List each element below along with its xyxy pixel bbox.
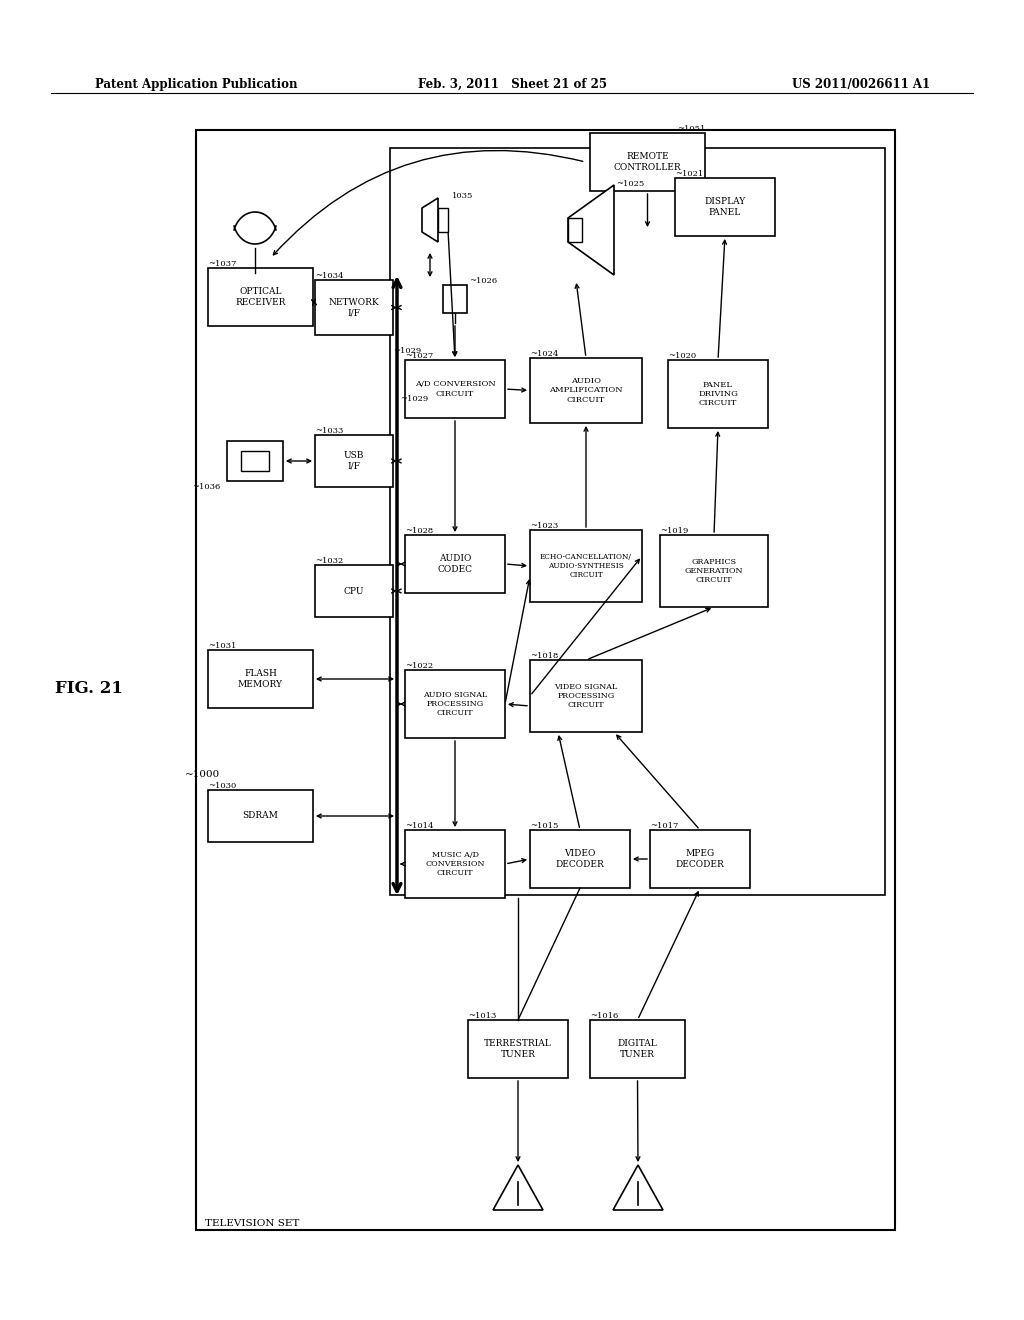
Bar <box>530 830 630 888</box>
Text: TERRESTRIAL
TUNER: TERRESTRIAL TUNER <box>484 1039 552 1059</box>
Text: MPEG
DECODER: MPEG DECODER <box>676 849 724 869</box>
Bar <box>241 451 269 471</box>
Bar <box>438 209 449 232</box>
Text: ~1000: ~1000 <box>185 770 220 779</box>
Text: ~1017: ~1017 <box>650 822 678 830</box>
Bar <box>530 660 642 733</box>
Polygon shape <box>568 185 614 275</box>
Text: ~1015: ~1015 <box>530 822 558 830</box>
Text: AUDIO SIGNAL
PROCESSING
CIRCUIT: AUDIO SIGNAL PROCESSING CIRCUIT <box>423 690 487 717</box>
Bar <box>568 218 582 242</box>
Text: ~1032: ~1032 <box>315 557 343 565</box>
Bar <box>590 1020 685 1078</box>
Text: US 2011/0026611 A1: US 2011/0026611 A1 <box>792 78 930 91</box>
Text: ~1025: ~1025 <box>616 180 644 187</box>
Bar <box>530 358 642 422</box>
Bar <box>660 535 768 607</box>
Text: ~1033: ~1033 <box>315 426 343 436</box>
Text: AUDIO
CODEC: AUDIO CODEC <box>437 554 472 574</box>
Text: ~1021: ~1021 <box>675 170 703 178</box>
Polygon shape <box>493 1166 543 1210</box>
Text: Patent Application Publication: Patent Application Publication <box>95 78 298 91</box>
Bar <box>315 280 393 335</box>
Text: SDRAM: SDRAM <box>243 812 279 821</box>
Text: ~1031: ~1031 <box>208 642 237 649</box>
Bar <box>530 531 642 602</box>
Text: ~1024: ~1024 <box>530 350 558 358</box>
Text: ~1023: ~1023 <box>530 521 558 531</box>
Text: FLASH
MEMORY: FLASH MEMORY <box>238 669 283 689</box>
Bar <box>406 360 505 418</box>
Bar <box>443 285 467 313</box>
Bar <box>650 830 750 888</box>
Text: CPU: CPU <box>344 586 365 595</box>
Polygon shape <box>613 1166 663 1210</box>
Text: OPTICAL
RECEIVER: OPTICAL RECEIVER <box>236 288 286 306</box>
Bar <box>315 436 393 487</box>
Text: NETWORK
I/F: NETWORK I/F <box>329 298 379 317</box>
Text: ~1029: ~1029 <box>400 395 428 403</box>
Text: ~1019: ~1019 <box>660 527 688 535</box>
Text: FIG. 21: FIG. 21 <box>55 680 123 697</box>
Text: PANEL
DRIVING
CIRCUIT: PANEL DRIVING CIRCUIT <box>698 380 738 407</box>
Bar <box>406 830 505 898</box>
Text: TELEVISION SET: TELEVISION SET <box>205 1218 299 1228</box>
Text: DIGITAL
TUNER: DIGITAL TUNER <box>617 1039 657 1059</box>
Bar <box>590 133 705 191</box>
Bar <box>668 360 768 428</box>
Text: GRAPHICS
GENERATION
CIRCUIT: GRAPHICS GENERATION CIRCUIT <box>685 558 743 585</box>
Polygon shape <box>422 198 438 242</box>
Text: ~1013: ~1013 <box>468 1012 497 1020</box>
Bar <box>208 649 313 708</box>
Bar <box>315 565 393 616</box>
Text: ~1022: ~1022 <box>406 663 433 671</box>
Text: ~1029: ~1029 <box>393 347 421 355</box>
Text: Feb. 3, 2011   Sheet 21 of 25: Feb. 3, 2011 Sheet 21 of 25 <box>418 78 606 91</box>
Bar <box>390 148 885 895</box>
Text: VIDEO
DECODER: VIDEO DECODER <box>556 849 604 869</box>
Text: ~1027: ~1027 <box>406 352 433 360</box>
Text: MUSIC A/D
CONVERSION
CIRCUIT: MUSIC A/D CONVERSION CIRCUIT <box>425 851 484 878</box>
Bar <box>208 789 313 842</box>
Text: USB
I/F: USB I/F <box>344 451 365 471</box>
Bar <box>196 129 895 1230</box>
Text: REMOTE
CONTROLLER: REMOTE CONTROLLER <box>613 152 681 172</box>
Text: ~1026: ~1026 <box>469 277 497 285</box>
Bar <box>406 671 505 738</box>
Text: ECHO-CANCELLATION/
AUDIO-SYNTHESIS
CIRCUIT: ECHO-CANCELLATION/ AUDIO-SYNTHESIS CIRCU… <box>540 553 632 579</box>
Text: ~1028: ~1028 <box>406 527 433 535</box>
Bar <box>675 178 775 236</box>
Text: ~1020: ~1020 <box>668 352 696 360</box>
Text: ~1018: ~1018 <box>530 652 558 660</box>
Text: 1035: 1035 <box>452 191 473 201</box>
Text: AUDIO
AMPLIFICATION
CIRCUIT: AUDIO AMPLIFICATION CIRCUIT <box>549 378 623 404</box>
Text: ~1051: ~1051 <box>677 125 705 133</box>
Bar <box>406 535 505 593</box>
Text: A/D CONVERSION
CIRCUIT: A/D CONVERSION CIRCUIT <box>415 380 496 397</box>
Text: ~1014: ~1014 <box>406 822 433 830</box>
Text: DISPLAY
PANEL: DISPLAY PANEL <box>705 197 745 216</box>
Bar <box>227 441 283 480</box>
Text: ~1037: ~1037 <box>208 260 237 268</box>
Bar <box>208 268 313 326</box>
Text: ~1016: ~1016 <box>590 1012 618 1020</box>
Text: ~1034: ~1034 <box>315 272 343 280</box>
Text: ~1030: ~1030 <box>208 781 237 789</box>
Text: ~1036: ~1036 <box>191 483 220 491</box>
Text: VIDEO SIGNAL
PROCESSING
CIRCUIT: VIDEO SIGNAL PROCESSING CIRCUIT <box>554 682 617 709</box>
Bar <box>468 1020 568 1078</box>
